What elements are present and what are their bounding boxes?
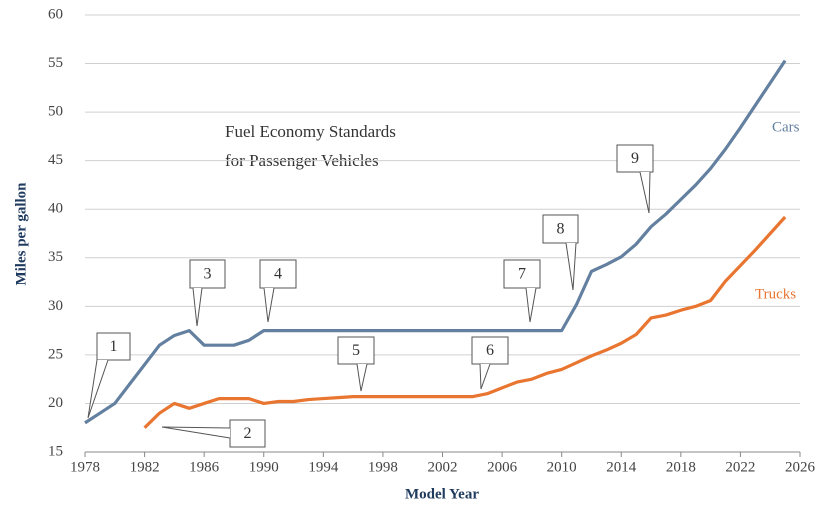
callout-box [96,332,131,361]
callout-pointer [356,363,368,392]
callout-pointer [525,287,537,323]
callout-label: 6 [486,342,494,359]
callout-pointer [639,171,651,214]
x-tick-label: 2006 [487,459,518,475]
chart-title: Fuel Economy Standards [225,122,396,141]
series-label: Cars [772,119,800,135]
callout-pointer [479,363,491,390]
series-label: Trucks [755,286,796,302]
callout-box [503,259,541,289]
x-tick-label: 1998 [368,459,398,475]
callout-box [616,144,654,173]
x-tick-label: 2026 [785,459,816,475]
callout-pointer [87,359,109,419]
callout-label: 1 [110,338,118,355]
y-tick-label: 30 [48,298,63,314]
y-tick-label: 15 [48,443,63,459]
callout-label: 2 [244,425,252,442]
x-tick-label: 2002 [428,459,458,475]
x-tick-label: 2022 [725,459,755,475]
callout-label: 5 [352,342,360,359]
y-tick-label: 55 [48,55,63,71]
callout-pointer [192,287,203,327]
y-tick-label: 35 [48,249,63,265]
callout-box [542,214,579,244]
callout-pointer [263,287,275,323]
y-tick-label: 40 [48,201,63,217]
y-tick-label: 25 [48,346,63,362]
x-tick-label: 1994 [308,459,339,475]
callout-box [189,259,226,289]
callout-label: 7 [518,266,526,283]
callout-label: 3 [204,266,212,283]
callout-box [259,259,297,289]
x-tick-label: 2018 [666,459,696,475]
x-tick-label: 2014 [606,459,637,475]
y-tick-label: 20 [48,395,63,411]
callout-label: 4 [274,266,282,283]
y-tick-label: 60 [48,6,63,22]
x-tick-label: 1982 [130,459,160,475]
series-line [143,215,787,429]
x-tick-label: 2010 [547,459,577,475]
series-line [84,59,787,425]
callout-box [337,336,375,365]
x-tick-label: 1986 [189,459,220,475]
y-axis-label: Miles per gallon [13,182,29,286]
callout-label: 8 [557,221,565,238]
y-tick-label: 45 [48,152,63,168]
callout-pointer [565,242,577,291]
y-tick-label: 50 [48,104,63,120]
callout-box [229,419,266,448]
x-axis-label: Model Year [405,486,479,502]
callout-label: 9 [631,150,639,167]
callout-pointer [161,426,231,439]
x-tick-label: 1978 [70,459,100,475]
x-tick-label: 1990 [249,459,279,475]
